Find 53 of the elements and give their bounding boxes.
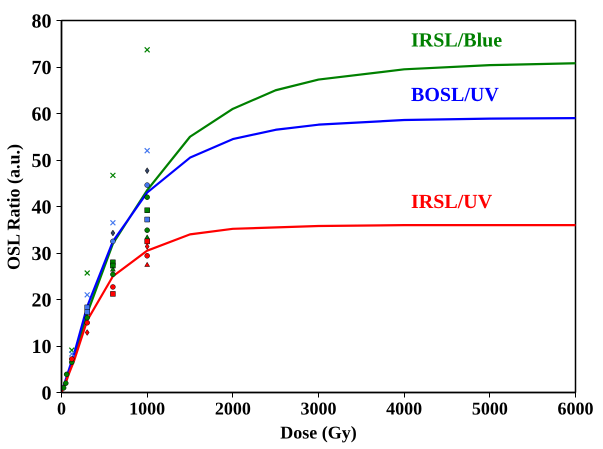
point	[144, 46, 150, 53]
point	[144, 148, 150, 154]
point	[84, 329, 90, 336]
point	[110, 291, 116, 297]
series-label: IRSL/UV	[411, 191, 493, 214]
x-tick-label: 5000	[472, 398, 508, 418]
point	[144, 243, 150, 250]
series-label: BOSL/UV	[411, 84, 500, 106]
point	[84, 320, 90, 326]
x-tick-label: 3000	[300, 398, 336, 418]
point	[144, 182, 150, 188]
point	[110, 266, 116, 272]
x-tick-label: 0	[57, 398, 66, 418]
y-tick-label: 20	[32, 290, 52, 312]
x-tick-label: 1000	[129, 398, 166, 418]
point	[110, 262, 116, 268]
y-axis-title: OSL Ratio (a.u.)	[4, 144, 24, 270]
point	[68, 350, 75, 357]
y-tick-label: 70	[32, 57, 52, 79]
point	[144, 194, 150, 200]
y-tick-label: 80	[32, 10, 52, 32]
x-tick-label: 6000	[558, 398, 594, 418]
point	[110, 172, 116, 178]
x-tick-label: 2000	[214, 398, 251, 418]
point	[144, 238, 150, 244]
point	[84, 292, 90, 298]
point	[64, 372, 70, 378]
point	[110, 230, 116, 236]
point	[110, 220, 116, 226]
y-tick-label: 10	[32, 336, 52, 358]
point	[84, 309, 90, 315]
point	[144, 262, 150, 267]
series-label: IRSL/Blue	[411, 29, 502, 52]
point	[110, 272, 116, 278]
y-tick-label: 30	[32, 243, 52, 265]
point	[144, 216, 150, 222]
point	[144, 253, 150, 259]
y-tick-label: 0	[42, 382, 52, 404]
point	[144, 227, 150, 233]
x-axis-title: Dose (Gy)	[280, 422, 357, 442]
point	[144, 207, 150, 213]
point	[110, 238, 116, 244]
point	[84, 314, 90, 320]
y-tick-label: 40	[32, 196, 52, 218]
y-tick-label: 50	[32, 150, 52, 172]
y-tick-label: 60	[32, 104, 52, 126]
point	[110, 284, 116, 290]
x-tick-label: 4000	[386, 398, 422, 418]
point	[69, 356, 75, 362]
point	[84, 270, 90, 276]
point	[68, 347, 75, 354]
point	[63, 380, 69, 386]
point	[144, 167, 150, 174]
